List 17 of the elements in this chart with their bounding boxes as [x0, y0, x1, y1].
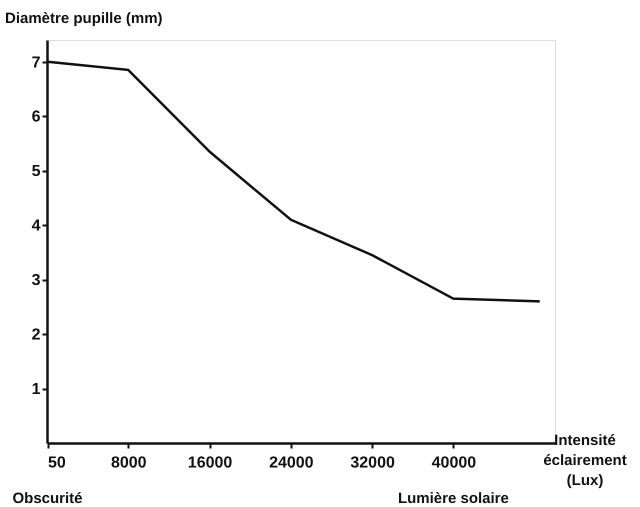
y-tick-label: 3 — [32, 272, 41, 290]
y-tick-label: 1 — [32, 381, 41, 398]
y-axis-title: Diamètre pupille (mm) — [5, 10, 163, 27]
y-tick-label: 7 — [32, 54, 41, 72]
y-tick-label: 2 — [32, 326, 41, 344]
x-axis-title: Intensité éclairement (Lux) — [543, 432, 627, 489]
y-tick-label: 6 — [32, 108, 41, 126]
x-tick-label: 24000 — [269, 454, 314, 472]
x-tick-label: 40000 — [432, 454, 476, 472]
x-tick-label: 32000 — [350, 454, 395, 472]
text: Lumière solaire — [398, 490, 509, 507]
text: Obscurité — [12, 490, 83, 507]
y-tick-label: 4 — [32, 218, 41, 235]
x-tick-label: 16000 — [188, 454, 232, 472]
x-tick-label: 8000 — [110, 454, 147, 472]
x-tick-label: 50 — [48, 454, 66, 472]
y-tick-label: 5 — [32, 163, 41, 180]
